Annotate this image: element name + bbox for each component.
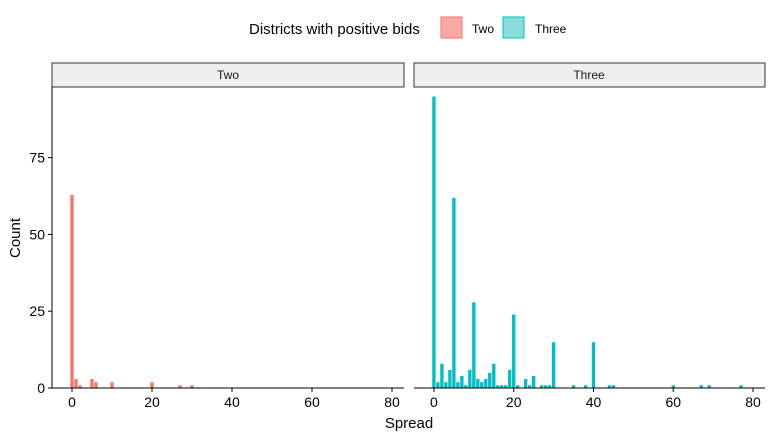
legend: Districts with positive bids Two Three bbox=[249, 16, 567, 39]
bar-three bbox=[459, 375, 465, 389]
bar-three bbox=[451, 197, 457, 389]
x-axis-title: Spread bbox=[385, 415, 433, 432]
bar-three bbox=[471, 301, 477, 389]
bar-three bbox=[455, 381, 461, 389]
y-tick-label: 50 bbox=[29, 226, 45, 242]
strip-label-three: Three bbox=[573, 68, 605, 82]
bars-three bbox=[431, 95, 744, 389]
bar-three bbox=[487, 372, 493, 389]
bar-three bbox=[507, 369, 513, 389]
strip-two bbox=[51, 62, 405, 88]
x-tick-label: 80 bbox=[384, 394, 400, 410]
bar-two bbox=[109, 381, 115, 389]
panel-two: Two 0 20 40 60 80 0 25 50 75 bbox=[29, 62, 405, 410]
x-ticks-three: 0 20 40 60 80 bbox=[430, 388, 761, 410]
bars-two bbox=[69, 194, 195, 389]
legend-key-two bbox=[440, 16, 463, 39]
legend-key-three bbox=[502, 16, 525, 39]
bar-three bbox=[431, 95, 437, 389]
bar-three bbox=[479, 381, 485, 389]
legend-label-two: Two bbox=[472, 22, 494, 36]
y-tick-label: 75 bbox=[29, 150, 45, 166]
bar-three bbox=[523, 378, 528, 389]
bar-three bbox=[551, 341, 556, 389]
strip-label-two: Two bbox=[217, 68, 239, 82]
bar-three bbox=[531, 375, 536, 389]
y-axis-title: Count bbox=[7, 217, 24, 258]
x-tick-label: 60 bbox=[304, 394, 320, 410]
bar-three bbox=[443, 381, 449, 389]
x-ticks-two: 0 20 40 60 80 bbox=[68, 388, 400, 410]
bar-two bbox=[149, 381, 155, 389]
bar-three bbox=[483, 378, 489, 389]
bar-two bbox=[89, 378, 95, 389]
bar-two bbox=[93, 381, 99, 389]
bar-three bbox=[591, 341, 596, 389]
x-tick-label: 60 bbox=[665, 394, 681, 410]
strip-three bbox=[413, 62, 766, 88]
legend-title: Districts with positive bids bbox=[249, 21, 420, 38]
panel-three: Three 0 20 40 60 80 bbox=[413, 62, 766, 410]
x-tick-label: 0 bbox=[68, 394, 76, 410]
y-ticks: 0 25 50 75 bbox=[29, 150, 52, 396]
legend-label-three: Three bbox=[535, 22, 567, 36]
bar-three bbox=[511, 313, 517, 389]
bar-three bbox=[491, 363, 497, 389]
x-tick-label: 20 bbox=[144, 394, 160, 410]
x-tick-label: 80 bbox=[745, 394, 761, 410]
x-tick-label: 40 bbox=[224, 394, 240, 410]
y-tick-label: 25 bbox=[29, 303, 45, 319]
bar-three bbox=[475, 378, 481, 389]
bar-two bbox=[69, 194, 75, 389]
bar-three bbox=[447, 369, 453, 389]
bar-three bbox=[435, 381, 441, 389]
bar-three bbox=[467, 369, 473, 389]
bar-two bbox=[73, 378, 79, 389]
x-tick-label: 0 bbox=[430, 394, 438, 410]
x-tick-label: 40 bbox=[586, 394, 602, 410]
y-tick-label: 0 bbox=[37, 380, 45, 396]
bar-three bbox=[439, 363, 445, 389]
x-tick-label: 20 bbox=[506, 394, 522, 410]
